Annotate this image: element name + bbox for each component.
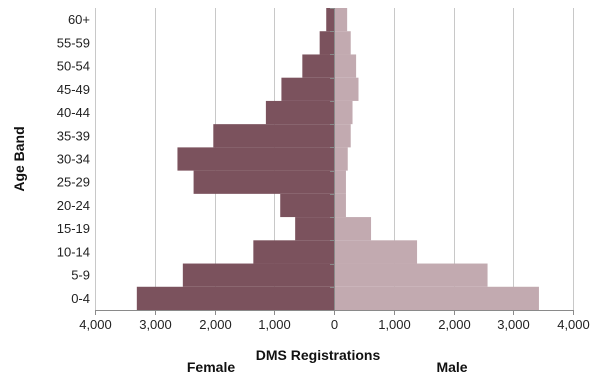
x-tick-label: 3,000 — [139, 317, 172, 332]
bar-female-5-9 — [182, 263, 334, 287]
bar-male-25-29 — [334, 170, 346, 194]
bar-male-50-54 — [334, 54, 357, 78]
y-tick-label: 60+ — [68, 12, 90, 27]
bar-male-55-59 — [334, 31, 351, 55]
bar-male-5-9 — [334, 263, 488, 287]
female-series-label: Female — [187, 359, 235, 375]
bar-female-10-14 — [253, 240, 334, 264]
y-tick-label: 35-39 — [57, 128, 90, 143]
bar-female-55-59 — [319, 31, 334, 55]
bar-male-40-44 — [334, 100, 353, 125]
bars — [136, 8, 539, 310]
y-tick-label: 55-59 — [57, 35, 90, 50]
bar-male-45-49 — [334, 77, 359, 101]
x-tick-label: 4,000 — [557, 317, 590, 332]
y-axis-title: Age Band — [11, 126, 27, 191]
x-tick-label: 1,000 — [378, 317, 411, 332]
x-axis-title: DMS Registrations — [256, 347, 381, 363]
y-tick-label: 25-29 — [57, 175, 90, 190]
y-tick-label: 5-9 — [71, 268, 90, 283]
bar-female-15-19 — [295, 217, 334, 241]
x-tick-label: 0 — [331, 317, 338, 332]
y-tick-label: 20-24 — [57, 198, 90, 213]
bar-male-0-4 — [334, 286, 539, 310]
male-series-label: Male — [436, 359, 467, 375]
bar-male-60+ — [334, 8, 348, 32]
bar-male-10-14 — [334, 240, 418, 264]
bar-female-30-34 — [177, 147, 334, 171]
bar-female-45-49 — [281, 77, 334, 101]
bar-female-25-29 — [193, 170, 334, 194]
bar-male-35-39 — [334, 124, 351, 148]
y-tick-label: 15-19 — [57, 221, 90, 236]
bar-female-40-44 — [265, 100, 334, 125]
bar-female-0-4 — [136, 286, 334, 310]
bar-female-50-54 — [302, 54, 334, 78]
bar-male-20-24 — [334, 193, 346, 218]
bar-female-35-39 — [213, 124, 334, 148]
bar-female-60+ — [326, 8, 334, 32]
x-tick-label: 2,000 — [199, 317, 232, 332]
labels: 4,000 3,000 2,000 1,000 0 1,000 2,000 3,000 4,00… — [57, 12, 590, 332]
x-tick-label: 1,000 — [258, 317, 291, 332]
bar-male-30-34 — [334, 147, 348, 171]
y-tick-label: 40-44 — [57, 105, 90, 120]
y-tick-label: 0-4 — [71, 291, 90, 306]
y-tick-label: 30-34 — [57, 152, 90, 167]
x-tick-label: 3,000 — [497, 317, 530, 332]
x-tick-label: 2,000 — [438, 317, 471, 332]
y-tick-label: 45-49 — [57, 82, 90, 97]
y-tick-label: 50-54 — [57, 59, 90, 74]
bar-male-15-19 — [334, 217, 372, 241]
x-tick-label: 4,000 — [79, 317, 112, 332]
bar-female-20-24 — [280, 193, 334, 218]
axes — [95, 8, 574, 315]
y-tick-label: 10-14 — [57, 244, 90, 259]
